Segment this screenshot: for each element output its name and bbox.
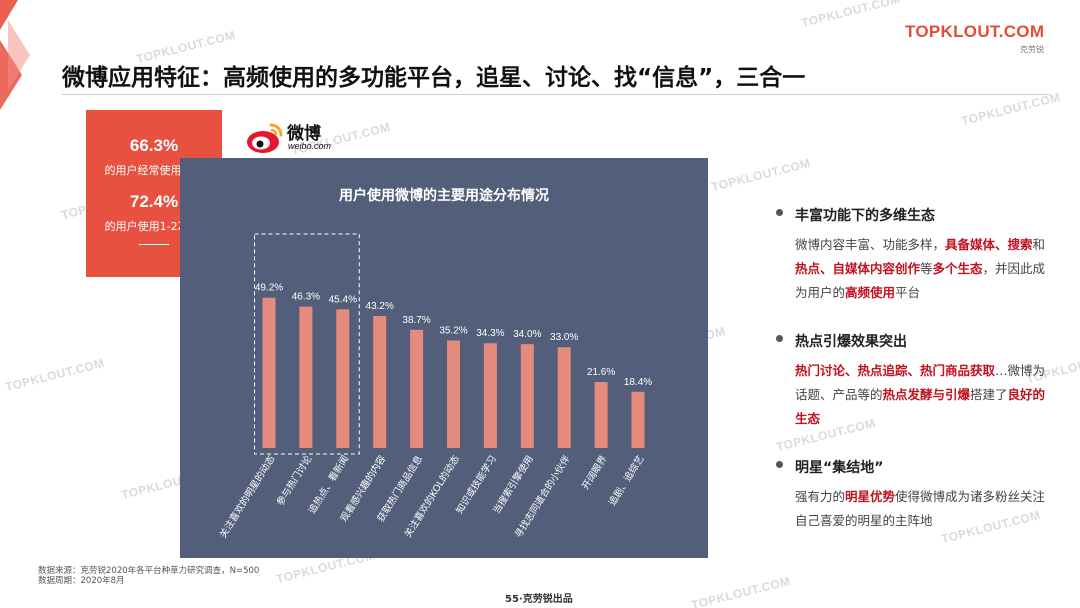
data-source: 数据来源：克劳锐2020年各平台种草力研究调查，N=500 数据周期：2020年… [38,566,259,586]
watermark: TOPKLOUT.COM [709,155,812,195]
watermark: TOPKLOUT.COM [959,89,1062,129]
stat-divider [139,244,169,245]
stat-item: 66.3% 的用户经常使用微博 [86,136,222,178]
source-period: 数据周期：2020年8月 [38,576,125,586]
bar [336,309,350,448]
highlight-text: 良好的生态 [795,387,1046,426]
highlight-text: 热点发酵与引爆 [882,387,971,402]
stat-value: 66.3% [129,136,179,155]
body-text: …微博为话题、产品等的 [795,363,1046,402]
insight-body: 强有力的明星优势使得微博成为诸多粉丝关注自己喜爱的明星的主阵地 [795,485,1046,533]
body-text: 平台 [895,285,921,300]
category-label: 追热点、看新闻 [306,453,351,516]
brand-logo: TOPKLOUT.COM 克劳锐 [905,22,1055,55]
bar-value-label: 18.4% [624,377,652,388]
body-text: 微博内容丰富、功能多样， [795,237,946,252]
insight-heading: 丰富功能下的多维生态 [795,208,935,224]
body-text: 等 [920,261,933,276]
bullet-dot-icon [776,461,783,468]
body-text: 和 [1032,237,1046,252]
weibo-eye-icon [247,123,283,153]
insight-item: 丰富功能下的多维生态 微博内容丰富、功能多样，具备媒体、搜索和热点、自媒体内容创… [776,205,1046,305]
bar [410,329,424,448]
category-label: 追剧、追综艺 [606,453,646,508]
insight-body: 微博内容丰富、功能多样，具备媒体、搜索和热点、自媒体内容创作等多个生态，并因此成… [795,233,1046,305]
category-label: 关注喜欢的明星的动态 [217,453,278,540]
bar [262,297,276,448]
bullet-dot-icon [776,209,783,216]
insight-body: 热门讨论、热点追踪、热门商品获取…微博为话题、产品等的热点发酵与引爆搭建了良好的… [795,359,1046,431]
source-line: 数据来源：克劳锐2020年各平台种草力研究调查，N=500 [38,566,260,576]
bar-value-label: 46.3% [292,292,320,303]
weibo-name: 微博 [287,124,321,144]
bar [447,340,460,448]
insight-item: 热点引爆效果突出 热门讨论、热点追踪、热门商品获取…微博为话题、产品等的热点发酵… [776,331,1046,431]
highlight-box [254,233,360,455]
title-divider [62,94,1050,95]
insight-heading: 明星“集结地” [795,460,884,476]
usage-bar-chart: 用户使用微博的主要用途分布情况 49.2% 关注喜欢的明星的动态 46.3% 参与热门讨… [180,158,708,558]
page-title: 微博应用特征：高频使用的多功能平台，追星、讨论、找“信息”，三合一 [62,65,806,91]
bar-value-label: 21.6% [587,367,615,378]
watermark: TOPKLOUT.COM [689,573,792,608]
chart-title: 用户使用微博的主要用途分布情况 [339,187,549,204]
insight-item: 明星“集结地” 强有力的明星优势使得微博成为诸多粉丝关注自己喜爱的明星的主阵地 [776,457,1046,533]
body-text: 使得微博成为诸多粉丝关注自己喜爱的明星的主阵地 [795,489,1046,528]
bar-value-label: 43.2% [366,301,394,312]
bar [594,382,608,448]
bar-value-label: 34.0% [513,329,541,340]
decorative-corner-shapes [0,0,30,110]
bar-value-label: 35.2% [439,325,467,336]
page-footer: 55·克劳锐出品 [505,594,573,605]
highlight-text: 多个生态 [932,261,983,276]
insight-list: 丰富功能下的多维生态 微博内容丰富、功能多样，具备媒体、搜索和热点、自媒体内容创… [776,205,1046,559]
stat-description: 的用户经常使用微博 [104,164,204,177]
category-label: 当搜索引擎使用 [490,453,535,516]
chart-svg: 用户使用微博的主要用途分布情况 49.2% 关注喜欢的明星的动态 46.3% 参与热门讨… [217,187,652,540]
bullet-dot-icon [776,335,783,342]
category-label: 开阔眼界 [579,453,610,492]
stat-value: 72.4% [129,192,179,211]
highlight-text: 热点、自媒体内容创作 [795,261,921,276]
bar-value-label: 34.3% [476,328,504,339]
stat-description: 的用户使用1-2次/天 [104,220,204,233]
weibo-logo: 微博 weibo.com [245,117,345,159]
logo-subline: 克劳锐 [905,44,1055,55]
bar-value-label: 45.4% [329,294,357,305]
bar [631,391,645,448]
body-text: 强有力的 [795,489,846,504]
bar [557,347,571,448]
highlight-text: 具备媒体、搜索 [945,237,1033,252]
watermark: TOPKLOUT.COM [3,355,106,395]
highlight-text: 热门讨论、热点追踪、热门商品获取 [795,363,996,378]
logo-name: 克劳锐 [1020,45,1044,54]
bar-value-label: 33.0% [550,332,578,343]
watermark: TOPKLOUT.COM [799,0,902,31]
bar [520,344,534,448]
stat-item: 72.4% 的用户使用1-2次/天 [86,192,222,234]
highlight-text: 高频使用 [845,285,896,300]
body-text: ，并因此成为用户的 [795,261,1046,300]
bar [373,316,387,448]
bar-value-label: 49.2% [255,283,283,294]
logo-text: TOPKLOUT.COM [905,22,1045,41]
bar-value-label: 38.7% [402,315,430,326]
highlight-text: 明星优势 [845,489,896,504]
weibo-url: weibo.com [288,141,332,151]
bar [483,343,497,448]
category-label: 参与热门讨论 [274,453,315,508]
body-text: 搭建了 [970,387,1008,402]
category-label: 知识或技能学习 [454,453,499,516]
bar [299,306,313,448]
insight-heading: 热点引爆效果突出 [795,334,907,350]
